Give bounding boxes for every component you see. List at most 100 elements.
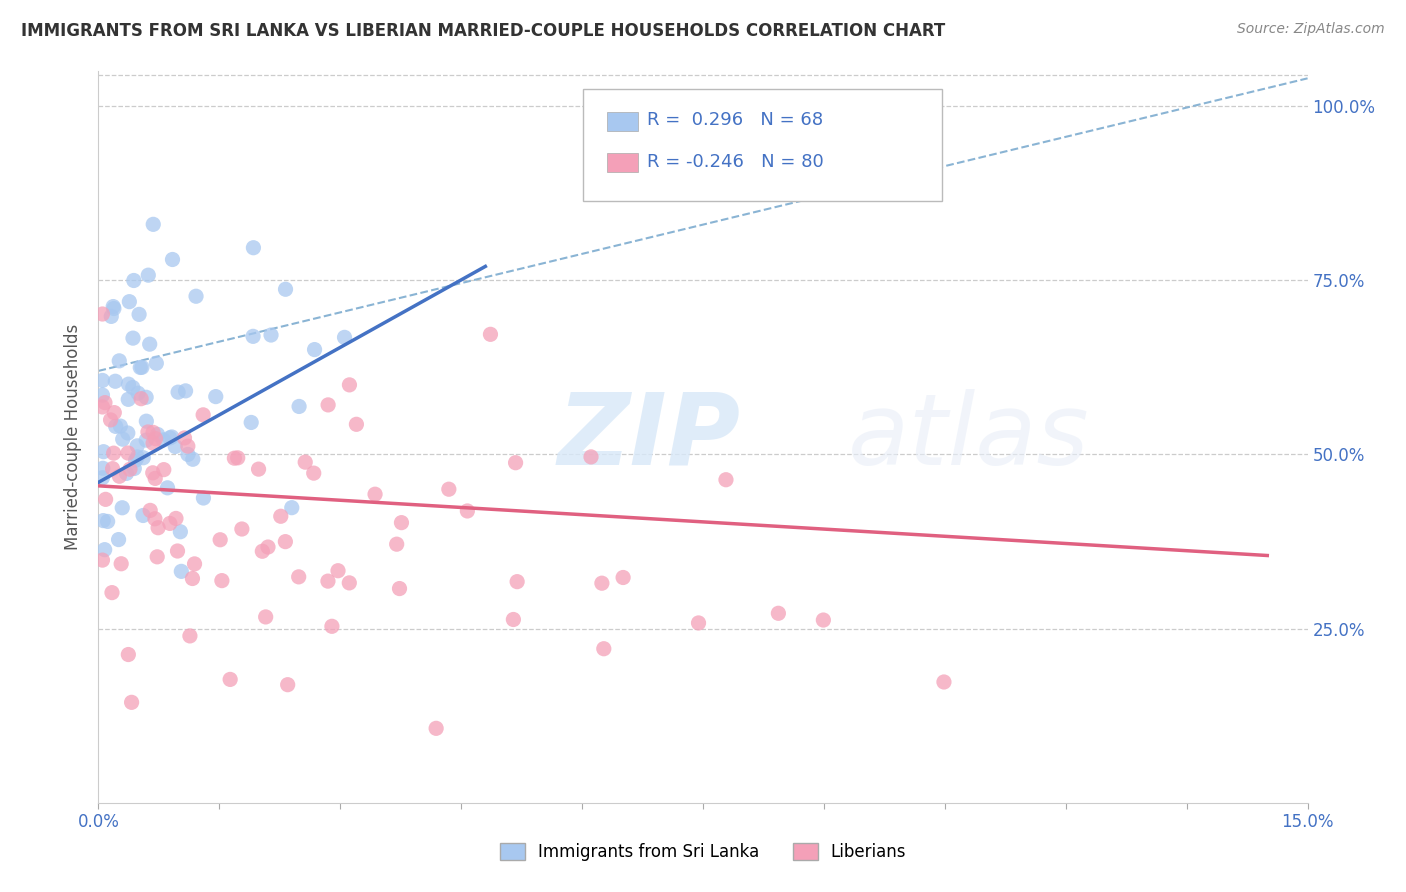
Point bbox=[219, 673, 242, 687]
Point bbox=[146, 427, 169, 442]
Point bbox=[107, 533, 129, 547]
Point bbox=[456, 504, 478, 518]
Point bbox=[579, 450, 602, 464]
Point bbox=[165, 440, 187, 454]
Point bbox=[166, 544, 188, 558]
Point bbox=[127, 450, 149, 464]
Point bbox=[146, 521, 169, 535]
Point bbox=[191, 408, 214, 422]
Point bbox=[127, 439, 149, 453]
Point bbox=[122, 273, 145, 287]
Point bbox=[136, 425, 159, 439]
Point bbox=[274, 282, 297, 296]
Point bbox=[316, 398, 339, 412]
Point bbox=[281, 500, 304, 515]
Point bbox=[91, 553, 114, 567]
Point bbox=[160, 430, 183, 444]
Point bbox=[181, 452, 204, 467]
Point bbox=[142, 218, 165, 232]
Point bbox=[145, 432, 167, 446]
Point bbox=[169, 524, 191, 539]
Point bbox=[288, 400, 311, 414]
Point bbox=[339, 377, 361, 392]
Point bbox=[152, 433, 174, 447]
Point bbox=[181, 572, 204, 586]
Point bbox=[294, 455, 316, 469]
Point bbox=[91, 400, 114, 414]
Point bbox=[91, 461, 114, 475]
Point bbox=[97, 515, 120, 529]
Point bbox=[146, 549, 169, 564]
Point bbox=[156, 481, 179, 495]
Point bbox=[108, 354, 131, 368]
Point bbox=[260, 328, 283, 343]
Point bbox=[129, 360, 152, 375]
Point bbox=[385, 537, 408, 551]
Point bbox=[437, 482, 460, 496]
Point bbox=[211, 574, 233, 588]
Point bbox=[304, 343, 326, 357]
Point bbox=[91, 388, 114, 402]
Point bbox=[117, 377, 139, 392]
Point bbox=[142, 466, 165, 480]
Point bbox=[183, 557, 205, 571]
Point bbox=[688, 615, 710, 630]
Point bbox=[254, 610, 277, 624]
Point bbox=[103, 301, 125, 316]
Text: ZIP: ZIP bbox=[558, 389, 741, 485]
Point bbox=[91, 373, 114, 387]
Text: R = -0.246   N = 80: R = -0.246 N = 80 bbox=[647, 153, 824, 171]
Point bbox=[118, 294, 141, 309]
Point bbox=[204, 390, 226, 404]
Point bbox=[136, 268, 159, 282]
Point bbox=[177, 447, 200, 461]
Point bbox=[128, 307, 150, 321]
Point bbox=[111, 432, 134, 446]
Point bbox=[364, 487, 387, 501]
Point bbox=[93, 444, 115, 458]
Point bbox=[132, 508, 155, 523]
Point bbox=[302, 466, 325, 480]
Point bbox=[177, 439, 200, 453]
Point bbox=[231, 522, 253, 536]
Point bbox=[337, 575, 360, 590]
Point bbox=[142, 436, 165, 450]
Point bbox=[184, 289, 207, 303]
Point bbox=[479, 327, 502, 342]
Point bbox=[101, 585, 124, 599]
Point bbox=[132, 450, 155, 465]
Point bbox=[326, 564, 349, 578]
Point bbox=[240, 416, 263, 430]
Point bbox=[813, 613, 835, 627]
Point bbox=[139, 503, 162, 517]
Point bbox=[274, 534, 297, 549]
Point bbox=[179, 629, 201, 643]
Point bbox=[117, 392, 139, 407]
Point bbox=[117, 648, 139, 662]
Point bbox=[226, 450, 249, 465]
Point bbox=[242, 329, 264, 343]
Point bbox=[505, 456, 527, 470]
Point bbox=[167, 385, 190, 400]
Point bbox=[277, 678, 299, 692]
Point bbox=[344, 417, 367, 432]
Point bbox=[124, 453, 146, 467]
Point bbox=[391, 516, 413, 530]
Point bbox=[135, 433, 157, 447]
Point bbox=[502, 613, 524, 627]
Point bbox=[103, 300, 125, 314]
Point bbox=[506, 574, 529, 589]
Point bbox=[425, 722, 447, 736]
Point bbox=[152, 463, 174, 477]
Point bbox=[162, 252, 184, 267]
Point bbox=[159, 431, 181, 445]
Point bbox=[121, 380, 143, 394]
Point bbox=[143, 512, 166, 526]
Point bbox=[100, 413, 122, 427]
Point bbox=[129, 392, 152, 406]
Point bbox=[388, 582, 411, 596]
Point bbox=[118, 462, 141, 476]
Point bbox=[93, 542, 115, 557]
Point bbox=[143, 471, 166, 485]
Point bbox=[333, 330, 356, 344]
